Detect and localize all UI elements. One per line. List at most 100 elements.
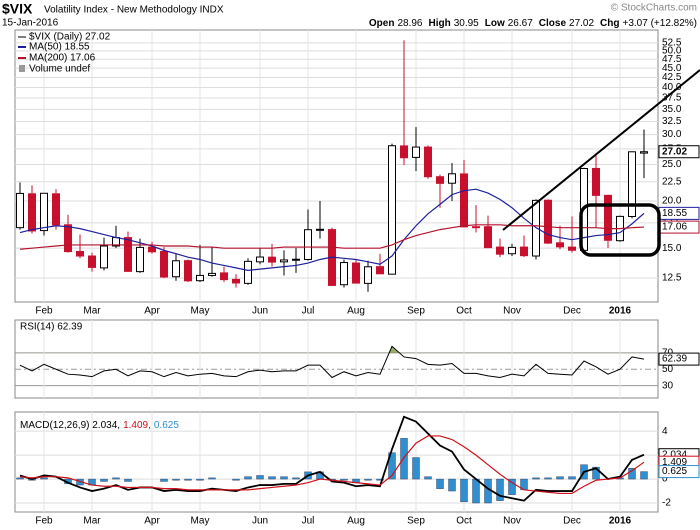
value-label: 2.034 [662, 449, 687, 460]
value-label: 0.625 [662, 466, 687, 477]
legend-entry: MA(200) 17.06 [29, 53, 96, 64]
x-tick-label: Jun [252, 516, 268, 527]
x-tick-label: 2016 [609, 516, 632, 527]
x-tick-label: Dec [563, 306, 581, 317]
histogram-bar [160, 478, 168, 482]
highlight-box [579, 203, 661, 257]
value-label: 27.02 [662, 146, 687, 157]
macd-line [19, 415, 645, 502]
histogram-bar [628, 468, 636, 480]
x-tick-label: May [191, 306, 210, 317]
quote-label: Close [539, 18, 567, 29]
candle-body [76, 250, 84, 257]
histogram-bar [232, 478, 240, 481]
x-tick-label: Feb [35, 306, 53, 317]
y-tick-label: 35.0 [662, 104, 682, 115]
candle-body [376, 266, 384, 275]
candle-body [436, 176, 444, 184]
histogram-bar [556, 476, 564, 480]
candle-body [496, 246, 504, 255]
candle-body [172, 260, 180, 278]
histogram-bar [124, 478, 132, 482]
histogram-bar [496, 478, 504, 501]
y-tick-label: 50.0 [662, 46, 682, 57]
quote-label: Low [485, 18, 505, 29]
x-tick-label: Sep [407, 306, 425, 317]
candle-body [52, 193, 60, 226]
candle-body [352, 262, 360, 284]
legend-entry: MA(50) 18.55 [29, 42, 90, 53]
value-box [658, 145, 700, 159]
plot-layer: 12.515.017.520.022.525.027.530.032.535.0… [15, 30, 700, 527]
x-tick-label: Nov [503, 306, 521, 317]
y-tick-label: 42.5 [662, 72, 682, 83]
candle-body [388, 145, 396, 275]
rsi-line [19, 345, 645, 379]
y-tick-label: 37.5 [662, 93, 682, 104]
candle-body [316, 228, 324, 231]
legend-entry: MACD(12,26,9) 2.034, [20, 420, 120, 431]
x-tick-label: Apr [144, 306, 160, 317]
y-tick-label: -2 [662, 498, 671, 509]
symbol: $VIX [2, 1, 33, 17]
macd-line [19, 435, 645, 495]
y-tick-label: 30 [662, 380, 674, 391]
candle-body [16, 192, 24, 229]
candle-body [40, 192, 48, 232]
quote-value: +3.07 (+12.82%) [623, 18, 698, 29]
candle-body [544, 199, 552, 244]
x-tick-label: Jul [302, 516, 315, 527]
y-tick-label: 0 [662, 474, 668, 485]
histogram-bar [340, 478, 348, 481]
y-tick-label: 4 [662, 426, 668, 437]
quote: Open 28.96 High 30.95 Low 26.67 Close 27.02 Chg +… [369, 18, 697, 29]
candle-body [520, 246, 528, 257]
value-label: 18.55 [662, 208, 687, 219]
candle-body [400, 145, 408, 159]
histogram-bar [388, 452, 396, 480]
histogram-bar [472, 478, 480, 504]
credit: © StockCharts.com [611, 3, 697, 14]
candle-body [412, 146, 420, 158]
x-tick-label: Oct [456, 516, 472, 527]
quote-value: 28.96 [397, 18, 422, 29]
x-tick-label: Aug [347, 516, 365, 527]
candle-body [208, 272, 216, 276]
candle-body [472, 226, 480, 229]
histogram-bar [280, 476, 288, 480]
x-tick-label: 2016 [609, 306, 632, 317]
candle-body [88, 255, 96, 268]
candle-body [592, 167, 600, 196]
candle-body [556, 242, 564, 248]
histogram-bar [424, 476, 432, 480]
candle-body [604, 194, 612, 241]
candle-body [568, 246, 576, 251]
histogram-bar [172, 478, 180, 481]
moving-average [19, 188, 645, 271]
legend-swatch [19, 65, 25, 72]
legend-entry: 0.625 [154, 420, 179, 431]
histogram-bar [40, 477, 48, 480]
legend-entry: 1.409, [123, 420, 151, 431]
histogram-bar [400, 438, 408, 480]
quote-value: 27.02 [569, 18, 594, 29]
candle-body [340, 262, 348, 286]
candle-body [184, 260, 192, 282]
x-tick-label: Dec [563, 516, 581, 527]
quote-label: Chg [600, 18, 619, 29]
legend-entry: Volume undef [29, 64, 90, 75]
y-tick-label: 22.5 [662, 176, 682, 187]
x-tick-label: Nov [503, 516, 521, 527]
candle-body [136, 246, 144, 273]
histogram-bar [460, 478, 468, 503]
candle-body [244, 260, 252, 284]
x-tick-label: Mar [83, 516, 101, 527]
y-tick-label: 20.0 [662, 196, 682, 207]
histogram-bar [412, 457, 420, 480]
panel-title: RSI(14) 62.39 [20, 322, 83, 333]
y-tick-label: 12.5 [662, 273, 682, 284]
histogram-bar [592, 466, 600, 480]
x-tick-label: Feb [35, 516, 53, 527]
candle-body [148, 246, 156, 253]
